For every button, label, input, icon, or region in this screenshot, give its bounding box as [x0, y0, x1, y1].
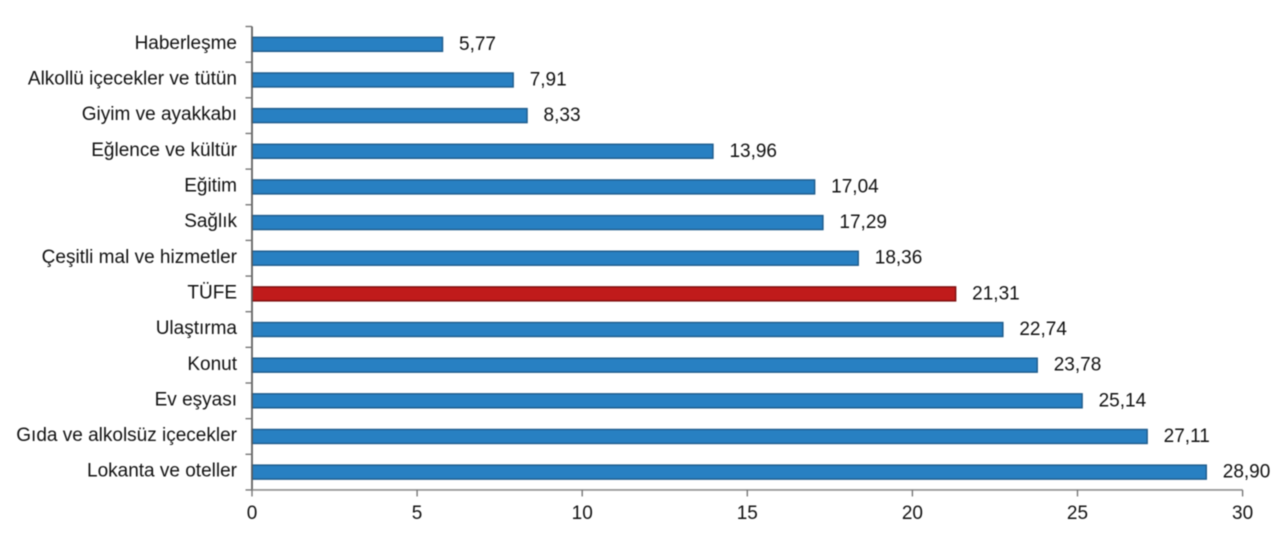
svg-text:Çeşitli mal ve hizmetler: Çeşitli mal ve hizmetler: [42, 247, 238, 268]
svg-text:0: 0: [247, 503, 258, 524]
svg-text:Lokanta ve oteller: Lokanta ve oteller: [87, 461, 238, 482]
svg-text:17,29: 17,29: [839, 212, 887, 233]
svg-text:Eğlence ve kültür: Eğlence ve kültür: [91, 140, 237, 161]
svg-text:Ev eşyası: Ev eşyası: [155, 389, 237, 410]
svg-text:28,90: 28,90: [1223, 462, 1271, 483]
svg-text:5: 5: [412, 503, 423, 524]
svg-text:Eğitim: Eğitim: [184, 176, 237, 197]
svg-text:TÜFE: TÜFE: [187, 282, 237, 303]
svg-text:Konut: Konut: [187, 354, 237, 375]
svg-text:Haberleşme: Haberleşme: [135, 33, 237, 54]
svg-text:Gıda ve alkolsüz içecekler: Gıda ve alkolsüz içecekler: [16, 425, 237, 446]
svg-text:25: 25: [1067, 503, 1088, 524]
svg-text:Alkollü içecekler ve tütün: Alkollü içecekler ve tütün: [28, 69, 237, 90]
svg-text:23,78: 23,78: [1054, 355, 1102, 376]
svg-text:13,96: 13,96: [729, 141, 777, 162]
svg-text:18,36: 18,36: [875, 248, 923, 269]
svg-text:30: 30: [1232, 503, 1253, 524]
svg-text:17,04: 17,04: [831, 176, 879, 197]
svg-text:15: 15: [737, 503, 758, 524]
svg-text:Giyim ve ayakkabı: Giyim ve ayakkabı: [82, 104, 237, 125]
svg-text:22,74: 22,74: [1019, 319, 1067, 340]
svg-text:25,14: 25,14: [1099, 390, 1147, 411]
svg-text:27,11: 27,11: [1164, 426, 1210, 447]
svg-text:5,77: 5,77: [459, 34, 496, 55]
svg-text:21,31: 21,31: [972, 283, 1020, 304]
svg-text:10: 10: [572, 503, 593, 524]
svg-text:Ulaştırma: Ulaştırma: [156, 318, 238, 339]
svg-text:8,33: 8,33: [544, 105, 581, 126]
svg-text:20: 20: [902, 503, 923, 524]
svg-text:Sağlık: Sağlık: [184, 211, 237, 232]
svg-text:7,91: 7,91: [530, 69, 567, 90]
